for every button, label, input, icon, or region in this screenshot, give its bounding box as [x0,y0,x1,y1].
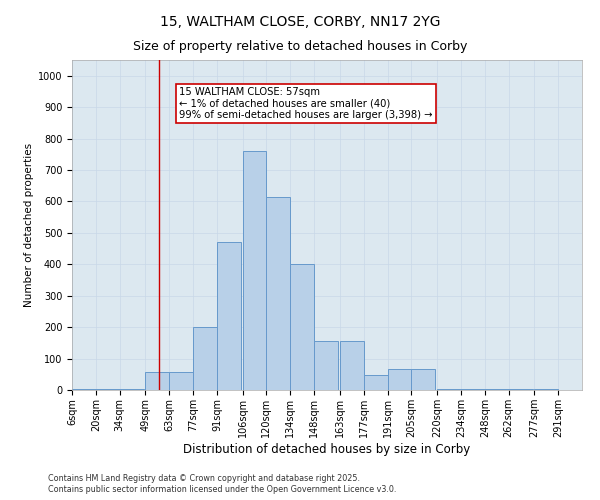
Bar [388,368,412,390]
Bar [217,242,241,390]
Text: 15, WALTHAM CLOSE, CORBY, NN17 2YG: 15, WALTHAM CLOSE, CORBY, NN17 2YG [160,15,440,29]
Bar [509,389,533,390]
Bar [96,389,120,390]
Bar [314,342,338,390]
Bar [485,389,509,390]
Bar [290,264,314,390]
Text: Size of property relative to detached houses in Corby: Size of property relative to detached ho… [133,40,467,53]
Text: 15 WALTHAM CLOSE: 57sqm
← 1% of detached houses are smaller (40)
99% of semi-det: 15 WALTHAM CLOSE: 57sqm ← 1% of detached… [179,86,433,120]
Bar [437,389,461,390]
X-axis label: Distribution of detached houses by size in Corby: Distribution of detached houses by size … [184,442,470,456]
Y-axis label: Number of detached properties: Number of detached properties [23,143,34,307]
Bar [412,368,436,390]
Bar [461,389,485,390]
Bar [534,389,558,390]
Bar [340,342,364,390]
Bar [193,327,217,390]
Bar [242,151,266,390]
Bar [120,389,143,390]
Bar [266,196,290,390]
Bar [364,375,388,390]
Bar [72,389,96,390]
Bar [145,372,169,390]
Bar [169,372,193,390]
Text: Contains HM Land Registry data © Crown copyright and database right 2025.
Contai: Contains HM Land Registry data © Crown c… [48,474,397,494]
